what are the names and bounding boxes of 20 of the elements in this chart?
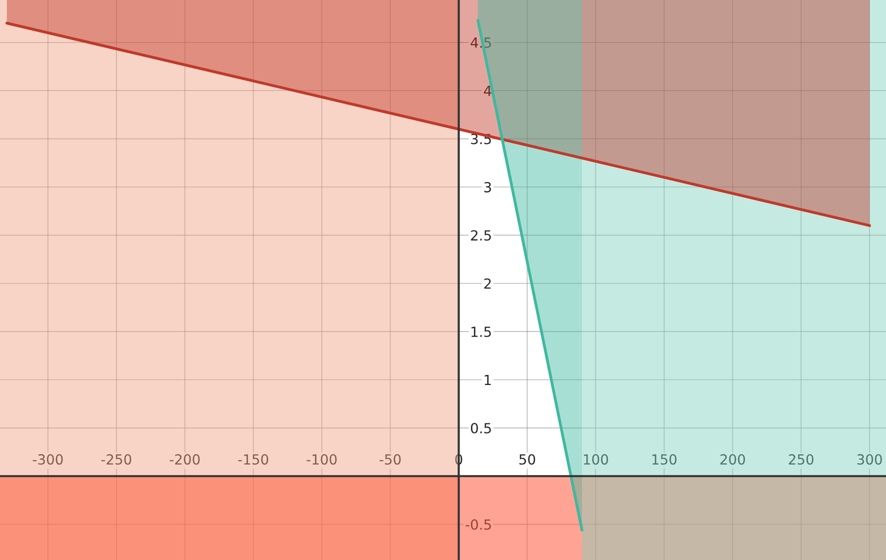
x-tick-label: -100 — [306, 454, 337, 465]
y-tick-label: 3 — [484, 182, 491, 192]
y-tick-label: 1.5 — [472, 326, 491, 338]
x-tick-label: 50 — [519, 454, 536, 465]
y-tick-label: 2.5 — [471, 230, 491, 241]
x-tick-label: 250 — [788, 454, 814, 465]
x-tick-label: 100 — [584, 454, 608, 465]
y-tick-label: 1 — [484, 374, 491, 386]
x-tick-label: -150 — [238, 454, 268, 465]
x-tick-label: -300 — [32, 454, 63, 465]
x-tick-label: 200 — [720, 454, 745, 465]
x-tick-label: -200 — [170, 454, 200, 465]
x-tick-label: 300 — [857, 454, 882, 465]
y-tick-label: -0.5 — [466, 519, 491, 530]
x-tick-label: 150 — [652, 454, 676, 465]
x-tick-label: -250 — [101, 454, 132, 465]
x-tick-label: -50 — [380, 454, 401, 465]
y-tick-label: 4 — [484, 86, 492, 96]
y-tick-label: 0.5 — [470, 422, 491, 434]
y-tick-label: 2 — [484, 278, 491, 289]
